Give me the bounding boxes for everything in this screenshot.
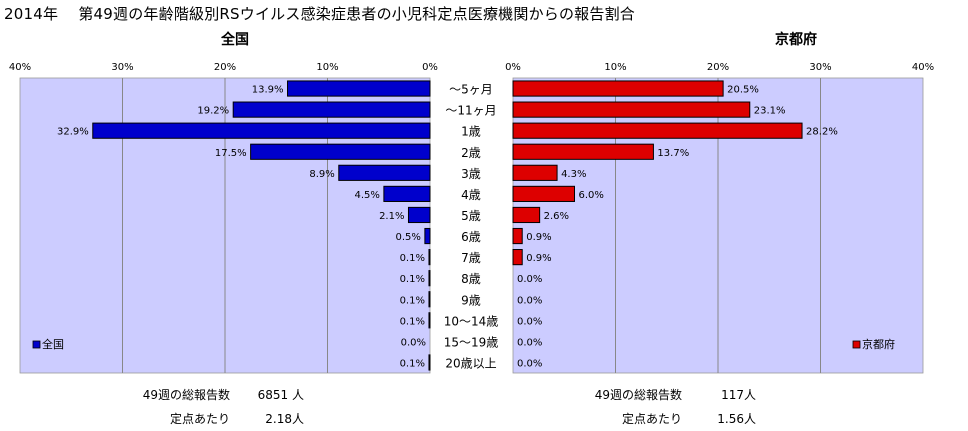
national-per-value: 2.18人 — [265, 412, 304, 426]
national-bar — [92, 122, 431, 139]
national-data-label: 8.9% — [309, 169, 334, 180]
kyoto-data-label: 13.7% — [657, 148, 689, 159]
national-bar — [424, 227, 431, 245]
national-data-label: 2.1% — [379, 211, 404, 222]
kyoto-data-label: 4.3% — [561, 169, 586, 180]
kyoto-data-label: 23.1% — [754, 106, 786, 117]
kyoto-bar — [512, 164, 558, 181]
national-bar — [428, 249, 431, 266]
national-tick-label: 0% — [422, 62, 438, 73]
category-label: 2歳 — [461, 146, 481, 160]
kyoto-legend-swatch — [852, 340, 861, 349]
national-total-row: 49週の総報告数 6851 人 — [70, 386, 304, 403]
national-bar — [428, 354, 431, 371]
kyoto-total-label: 49週の総報告数 — [594, 388, 682, 402]
kyoto-data-label: 0.9% — [526, 232, 551, 243]
kyoto-data-label: 0.9% — [526, 253, 551, 264]
kyoto-tick-label: 20% — [707, 62, 729, 73]
kyoto-bar — [512, 227, 523, 245]
kyoto-tick-label: 10% — [604, 62, 626, 73]
category-label: 20歳以上 — [445, 356, 496, 370]
kyoto-per-row: 定点あたり 1.56人 — [522, 410, 756, 427]
category-label: 3歳 — [461, 167, 481, 181]
kyoto-bar — [512, 122, 803, 139]
national-data-label: 4.5% — [354, 190, 379, 201]
kyoto-data-label: 6.0% — [579, 190, 604, 201]
kyoto-data-label: 20.5% — [727, 85, 759, 96]
national-per-label: 定点あたり — [169, 412, 230, 426]
kyoto-legend-label: 京都府 — [862, 337, 895, 351]
national-legend-label: 全国 — [42, 337, 64, 351]
kyoto-bar — [512, 206, 541, 224]
kyoto-bar — [512, 249, 523, 266]
national-legend-swatch — [32, 340, 41, 349]
category-label: ～5ヶ月 — [449, 83, 493, 97]
kyoto-total-value: 117人 — [721, 388, 756, 402]
national-chart-title: 全国 — [220, 31, 249, 48]
national-bar — [250, 143, 431, 160]
kyoto-per-label: 定点あたり — [621, 412, 682, 426]
national-data-label: 13.9% — [252, 85, 284, 96]
national-per-row: 定点あたり 2.18人 — [70, 410, 304, 427]
category-label: 5歳 — [461, 209, 481, 223]
national-data-label: 17.5% — [215, 148, 247, 159]
national-bar — [338, 164, 431, 181]
kyoto-total-row: 49週の総報告数 117人 — [522, 386, 756, 403]
national-data-label: 19.2% — [197, 106, 229, 117]
national-data-label: 0.1% — [400, 253, 425, 264]
national-bar — [383, 185, 431, 202]
kyoto-data-label: 2.6% — [544, 211, 569, 222]
kyoto-bar — [512, 143, 654, 160]
national-data-label: 0.1% — [400, 295, 425, 306]
national-bar — [428, 291, 431, 308]
category-label: 1歳 — [461, 125, 481, 139]
national-bar — [407, 206, 431, 224]
national-panel — [19, 77, 431, 374]
category-label: 6歳 — [461, 230, 481, 244]
kyoto-tick-label: 40% — [912, 62, 934, 73]
national-data-label: 0.5% — [395, 232, 420, 243]
page-title: 2014年 第49週の年齢階級別RSウイルス感染症患者の小児科定点医療機関からの… — [4, 5, 635, 23]
national-tick-label: 20% — [214, 62, 236, 73]
kyoto-bar — [512, 101, 751, 118]
category-label: 9歳 — [461, 293, 481, 307]
kyoto-tick-label: 30% — [809, 62, 831, 73]
kyoto-data-label: 0.0% — [517, 358, 542, 369]
national-total-value: 6851 人 — [257, 388, 304, 402]
national-data-label: 0.1% — [400, 316, 425, 327]
kyoto-tick-label: 0% — [505, 62, 521, 73]
kyoto-chart-title: 京都府 — [775, 31, 817, 48]
national-bar — [428, 270, 431, 287]
kyoto-bar — [512, 185, 575, 202]
national-bar — [287, 80, 431, 97]
national-data-label: 0.1% — [400, 274, 425, 285]
kyoto-per-value: 1.56人 — [717, 412, 756, 426]
category-label: 8歳 — [461, 272, 481, 286]
kyoto-data-label: 0.0% — [517, 295, 542, 306]
category-label: 7歳 — [461, 251, 481, 265]
category-label: 10～14歳 — [444, 314, 499, 328]
kyoto-data-label: 0.0% — [517, 337, 542, 348]
national-tick-label: 30% — [111, 62, 133, 73]
kyoto-bar — [512, 80, 724, 97]
national-data-label: 0.1% — [400, 358, 425, 369]
kyoto-data-label: 0.0% — [517, 274, 542, 285]
kyoto-panel — [512, 77, 924, 374]
national-tick-label: 10% — [316, 62, 338, 73]
national-total-label: 49週の総報告数 — [142, 388, 230, 402]
national-data-label: 0.0% — [401, 337, 426, 348]
national-bar — [428, 312, 431, 329]
national-tick-label: 40% — [9, 62, 31, 73]
national-bar — [232, 101, 431, 118]
kyoto-data-label: 28.2% — [806, 127, 838, 138]
national-data-label: 32.9% — [57, 127, 89, 138]
category-label: 4歳 — [461, 188, 481, 202]
category-label: ～11ヶ月 — [445, 104, 496, 118]
kyoto-data-label: 0.0% — [517, 316, 542, 327]
category-label: 15～19歳 — [444, 335, 499, 349]
